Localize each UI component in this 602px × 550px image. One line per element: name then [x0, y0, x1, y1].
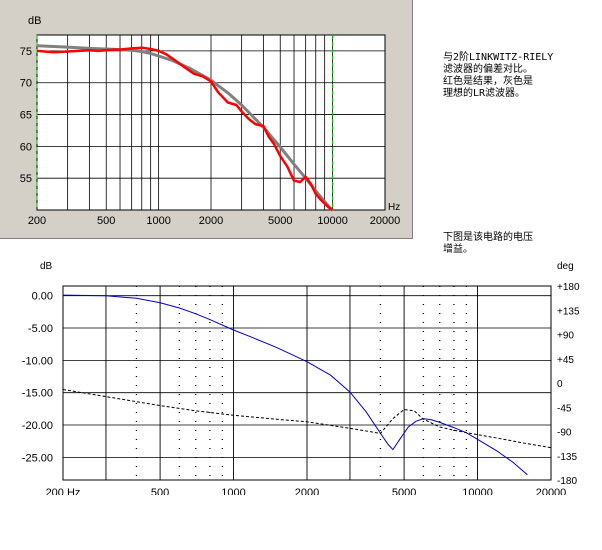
chart2-y2-tick-label: -90: [557, 428, 572, 439]
chart1-y-tick-label: 60: [20, 141, 32, 153]
chart2-y-tick-label: -15.00: [22, 388, 53, 400]
note-top-line: 滤波器的偏差对比。: [443, 64, 533, 75]
note-bottom-line: 增益。: [443, 244, 473, 255]
note-top-line: 红色是结果，灰色是: [443, 76, 533, 87]
chart2-y2-tick-label: -45: [557, 403, 572, 414]
chart2-y2-tick-label: -135: [557, 452, 577, 463]
chart1-y-tick-label: 65: [20, 110, 32, 122]
chart1-x-tick-label: 200: [28, 215, 46, 227]
chart1-y-tick-label: 70: [20, 78, 32, 90]
chart2-x-tick-label: 1000: [221, 487, 245, 495]
chart2-y2-tick-label: +45: [557, 355, 574, 366]
note-top-line: 与2阶LINKWITZ-RIELY: [443, 52, 554, 63]
chart2-x-tick-label: 200 Hz: [46, 487, 81, 495]
chart1-x-tick-label: 1000: [146, 215, 170, 227]
chart2-x-tick-label: 20000: [536, 487, 567, 495]
chart2-y-tick-label: -25.00: [22, 452, 53, 464]
chart1-y-axis-label: dB: [28, 15, 41, 27]
note-bottom: 下图是该电路的电压 增益。: [443, 232, 593, 256]
chart2-y2-tick-label: +135: [557, 306, 580, 317]
chart2-x-tick-label: 2000: [295, 487, 319, 495]
chart2-x-tick-label: 500: [151, 487, 169, 495]
chart1-x-tick-label: 5000: [268, 215, 292, 227]
chart1-y-tick-label: 55: [20, 173, 32, 185]
chart1-series-measured: [36, 46, 334, 212]
note-bottom-line: 下图是该电路的电压: [443, 232, 533, 243]
chart2-y2-tick-label: 0: [557, 379, 563, 390]
chart1-y-tick-label: 75: [20, 46, 32, 58]
chart2-y2-tick-label: -180: [557, 476, 577, 487]
chart2-x-tick-label: 10000: [462, 487, 493, 495]
chart2-x-tick-label: 5000: [392, 487, 416, 495]
chart2-svg: 0.00 -5.00 -10.00 -15.00 -20.00 -25.00 +180 +13…: [22, 261, 580, 495]
chart2-y-tick-label: -10.00: [22, 355, 53, 367]
chart2-y2-tick-label: +180: [557, 282, 580, 293]
chart2-y2-axis-label: deg: [557, 261, 574, 272]
chart1-x-tick-label: 500: [97, 215, 115, 227]
note-top: 与2阶LINKWITZ-RIELY 滤波器的偏差对比。 红色是结果，灰色是 理想…: [443, 52, 593, 100]
chart2-y2-tick-label: +90: [557, 331, 574, 342]
note-top-line: 理想的LR滤波器。: [443, 88, 526, 99]
chart1-x-axis-label: Hz: [388, 202, 400, 213]
chart2-y-tick-label: 0.00: [32, 291, 53, 303]
chart1-x-tick-label: 20000: [370, 215, 401, 227]
chart2-y-tick-label: -5.00: [28, 323, 53, 335]
chart1-svg: 55 60 65 70 75 200 500 1000 2000 5000 10000 20000 dB…: [20, 15, 401, 227]
chart2-y-tick-label: -20.00: [22, 420, 53, 432]
chart1-x-tick-label: 10000: [317, 215, 348, 227]
chart2-y-axis-label: dB: [40, 261, 53, 272]
chart1-x-tick-label: 2000: [199, 215, 223, 227]
